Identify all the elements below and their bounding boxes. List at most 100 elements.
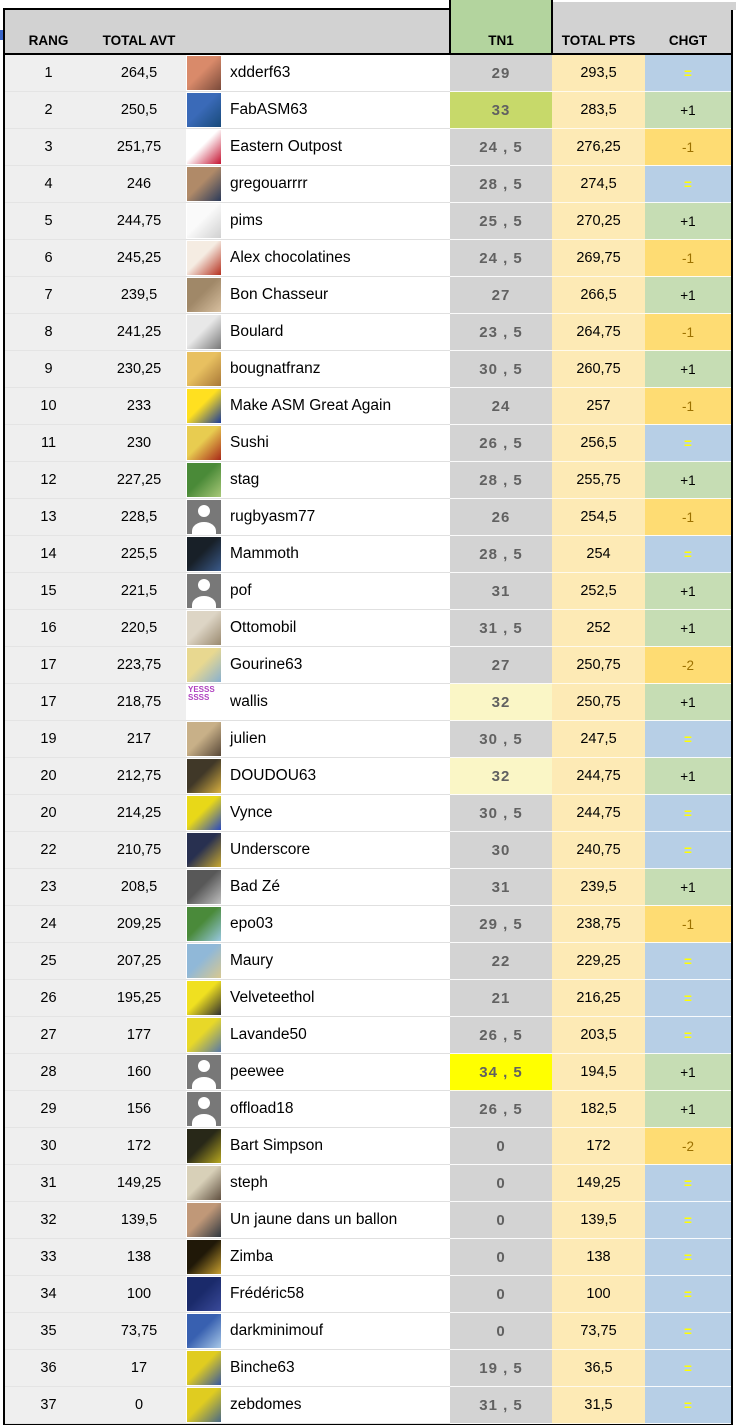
total-before-cell[interactable]: 251,75 xyxy=(92,129,186,166)
player-name-cell[interactable]: Bad Zé xyxy=(222,869,450,906)
total-before-cell[interactable]: 223,75 xyxy=(92,647,186,684)
total-before-cell[interactable]: 221,5 xyxy=(92,573,186,610)
tn1-score-cell[interactable]: 31 , 5 xyxy=(450,610,552,647)
rank-cell[interactable]: 15 xyxy=(5,573,92,610)
rank-cell[interactable]: 19 xyxy=(5,721,92,758)
player-name-cell[interactable]: Velveteethol xyxy=(222,980,450,1017)
change-cell[interactable]: +1 xyxy=(645,1091,731,1128)
total-points-cell[interactable]: 254 xyxy=(552,536,645,573)
change-cell[interactable]: +1 xyxy=(645,610,731,647)
rank-cell[interactable]: 9 xyxy=(5,351,92,388)
tn1-score-cell[interactable]: 32 xyxy=(450,684,552,721)
tn1-score-cell[interactable]: 0 xyxy=(450,1313,552,1350)
total-before-cell[interactable]: 250,5 xyxy=(92,92,186,129)
rank-cell[interactable]: 11 xyxy=(5,425,92,462)
tn1-score-cell[interactable]: 28 , 5 xyxy=(450,166,552,203)
rank-cell[interactable]: 37 xyxy=(5,1387,92,1424)
tn1-score-cell[interactable]: 0 xyxy=(450,1239,552,1276)
total-before-cell[interactable]: 218,75 xyxy=(92,684,186,721)
change-cell[interactable]: = xyxy=(645,1017,731,1054)
total-before-cell[interactable]: 227,25 xyxy=(92,462,186,499)
total-points-cell[interactable]: 264,75 xyxy=(552,314,645,351)
total-before-cell[interactable]: 209,25 xyxy=(92,906,186,943)
rank-cell[interactable]: 27 xyxy=(5,1017,92,1054)
change-cell[interactable]: +1 xyxy=(645,277,731,314)
tn1-score-cell[interactable]: 23 , 5 xyxy=(450,314,552,351)
header-total-pts[interactable]: TOTAL PTS xyxy=(561,33,636,48)
tn1-score-cell[interactable]: 24 , 5 xyxy=(450,240,552,277)
player-name-cell[interactable]: xdderf63 xyxy=(222,55,450,92)
tn1-score-cell[interactable]: 0 xyxy=(450,1276,552,1313)
change-cell[interactable]: -1 xyxy=(645,906,731,943)
total-points-cell[interactable]: 244,75 xyxy=(552,795,645,832)
change-cell[interactable]: = xyxy=(645,1202,731,1239)
rank-cell[interactable]: 7 xyxy=(5,277,92,314)
player-name-cell[interactable]: FabASM63 xyxy=(222,92,450,129)
total-points-cell[interactable]: 149,25 xyxy=(552,1165,645,1202)
total-before-cell[interactable]: 230 xyxy=(92,425,186,462)
player-name-cell[interactable]: Eastern Outpost xyxy=(222,129,450,166)
player-name-cell[interactable]: pof xyxy=(222,573,450,610)
rank-cell[interactable]: 20 xyxy=(5,758,92,795)
tn1-score-cell[interactable]: 0 xyxy=(450,1202,552,1239)
rank-cell[interactable]: 1 xyxy=(5,55,92,92)
player-name-cell[interactable]: zebdomes xyxy=(222,1387,450,1424)
total-points-cell[interactable]: 250,75 xyxy=(552,647,645,684)
rank-cell[interactable]: 10 xyxy=(5,388,92,425)
rank-cell[interactable]: 24 xyxy=(5,906,92,943)
rank-cell[interactable]: 28 xyxy=(5,1054,92,1091)
player-name-cell[interactable]: Zimba xyxy=(222,1239,450,1276)
rank-cell[interactable]: 17 xyxy=(5,647,92,684)
rank-cell[interactable]: 14 xyxy=(5,536,92,573)
rank-cell[interactable]: 6 xyxy=(5,240,92,277)
total-before-cell[interactable]: 139,5 xyxy=(92,1202,186,1239)
tn1-score-cell[interactable]: 34 , 5 xyxy=(450,1054,552,1091)
rank-cell[interactable]: 29 xyxy=(5,1091,92,1128)
change-cell[interactable]: = xyxy=(645,1350,731,1387)
player-name-cell[interactable]: rugbyasm77 xyxy=(222,499,450,536)
change-cell[interactable]: -1 xyxy=(645,314,731,351)
rank-cell[interactable]: 31 xyxy=(5,1165,92,1202)
change-cell[interactable]: = xyxy=(645,166,731,203)
total-points-cell[interactable]: 36,5 xyxy=(552,1350,645,1387)
total-points-cell[interactable]: 257 xyxy=(552,388,645,425)
tn1-score-cell[interactable]: 27 xyxy=(450,647,552,684)
rank-cell[interactable]: 16 xyxy=(5,610,92,647)
player-name-cell[interactable]: Un jaune dans un ballon xyxy=(222,1202,450,1239)
tn1-score-cell[interactable]: 30 xyxy=(450,832,552,869)
rank-cell[interactable]: 13 xyxy=(5,499,92,536)
change-cell[interactable]: +1 xyxy=(645,1054,731,1091)
change-cell[interactable]: = xyxy=(645,832,731,869)
total-points-cell[interactable]: 139,5 xyxy=(552,1202,645,1239)
total-points-cell[interactable]: 247,5 xyxy=(552,721,645,758)
tn1-score-cell[interactable]: 25 , 5 xyxy=(450,203,552,240)
change-cell[interactable]: -2 xyxy=(645,1128,731,1165)
rank-cell[interactable]: 30 xyxy=(5,1128,92,1165)
total-points-cell[interactable]: 256,5 xyxy=(552,425,645,462)
player-name-cell[interactable]: offload18 xyxy=(222,1091,450,1128)
header-rang[interactable]: RANG xyxy=(28,33,69,48)
change-cell[interactable]: = xyxy=(645,943,731,980)
tn1-score-cell[interactable]: 32 xyxy=(450,758,552,795)
total-points-cell[interactable]: 194,5 xyxy=(552,1054,645,1091)
total-before-cell[interactable]: 156 xyxy=(92,1091,186,1128)
player-name-cell[interactable]: DOUDOU63 xyxy=(222,758,450,795)
total-points-cell[interactable]: 182,5 xyxy=(552,1091,645,1128)
change-cell[interactable]: = xyxy=(645,1387,731,1424)
total-points-cell[interactable]: 216,25 xyxy=(552,980,645,1017)
total-before-cell[interactable]: 208,5 xyxy=(92,869,186,906)
player-name-cell[interactable]: pims xyxy=(222,203,450,240)
total-points-cell[interactable]: 266,5 xyxy=(552,277,645,314)
change-cell[interactable]: -1 xyxy=(645,388,731,425)
tn1-score-cell[interactable]: 28 , 5 xyxy=(450,536,552,573)
total-before-cell[interactable]: 212,75 xyxy=(92,758,186,795)
total-before-cell[interactable]: 100 xyxy=(92,1276,186,1313)
tn1-score-cell[interactable]: 29 xyxy=(450,55,552,92)
rank-cell[interactable]: 8 xyxy=(5,314,92,351)
total-points-cell[interactable]: 73,75 xyxy=(552,1313,645,1350)
player-name-cell[interactable]: wallis xyxy=(222,684,450,721)
player-name-cell[interactable]: Make ASM Great Again xyxy=(222,388,450,425)
player-name-cell[interactable]: gregouarrrr xyxy=(222,166,450,203)
total-before-cell[interactable]: 233 xyxy=(92,388,186,425)
total-before-cell[interactable]: 0 xyxy=(92,1387,186,1424)
